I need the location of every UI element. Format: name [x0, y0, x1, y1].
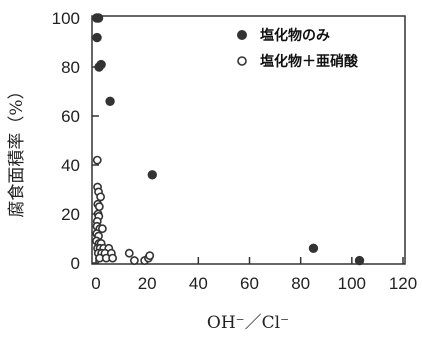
plot-frame	[91, 15, 406, 265]
y-tick-label: 60	[61, 107, 80, 126]
data-point-chloride-only	[92, 32, 102, 43]
y-tick-label: 100	[52, 9, 80, 28]
x-tick-label: 40	[189, 274, 208, 293]
legend-label: 塩化物＋亜硝酸	[260, 53, 359, 70]
x-tick-label: 60	[240, 274, 259, 293]
data-point-chloride-only	[93, 13, 104, 23]
y-tick-label: 80	[61, 58, 80, 77]
data-point-chloride-nitrite	[96, 192, 106, 202]
data-point-chloride-nitrite	[145, 251, 155, 261]
data-point-chloride-only	[105, 96, 115, 107]
data-point-chloride-nitrite	[92, 155, 102, 165]
data-point-chloride-nitrite	[108, 253, 118, 263]
x-tick-label: 120	[389, 274, 417, 293]
data-point-chloride-nitrite	[97, 224, 107, 234]
legend-marker	[237, 56, 247, 66]
data-point-chloride-only	[96, 59, 106, 70]
legend-label: 塩化物のみ	[260, 27, 330, 44]
data-point-chloride-only	[308, 243, 319, 254]
x-tick-label: 0	[91, 274, 100, 293]
y-axis-title: 腐食面積率（%）	[7, 82, 27, 217]
legend-marker	[237, 30, 247, 40]
data-point-chloride-only	[354, 255, 365, 266]
x-tick-label: 20	[138, 274, 157, 293]
y-tick-label: 0	[71, 254, 80, 273]
data-point-chloride-nitrite	[124, 248, 134, 258]
y-tick-label: 40	[61, 156, 80, 175]
x-tick-label: 80	[291, 274, 310, 293]
data-point-chloride-only	[147, 170, 157, 180]
data-point-chloride-nitrite	[129, 256, 139, 265]
data-point-chloride-nitrite	[94, 202, 104, 212]
y-tick-label: 20	[61, 205, 80, 224]
x-tick-label: 100	[338, 274, 366, 293]
x-axis-title: OH⁻／Cl⁻	[207, 313, 289, 333]
